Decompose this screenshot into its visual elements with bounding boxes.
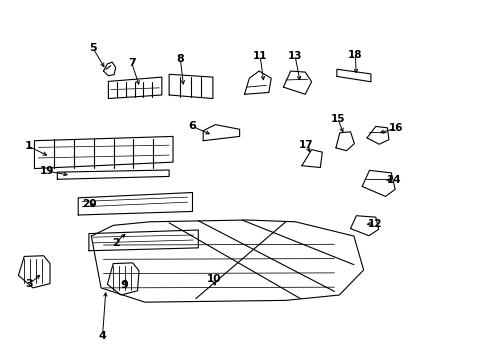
Text: 5: 5 — [89, 43, 97, 53]
Text: 10: 10 — [207, 274, 221, 284]
Text: 18: 18 — [347, 50, 362, 60]
Text: 11: 11 — [252, 51, 267, 61]
Text: 2: 2 — [112, 238, 119, 248]
Text: 9: 9 — [120, 280, 128, 291]
Text: 6: 6 — [188, 121, 196, 131]
Text: 14: 14 — [386, 175, 401, 185]
Text: 7: 7 — [127, 58, 135, 68]
Text: 8: 8 — [176, 54, 184, 64]
Text: 4: 4 — [99, 332, 106, 342]
Text: 13: 13 — [287, 51, 302, 61]
Text: 16: 16 — [388, 123, 403, 133]
Text: 19: 19 — [40, 166, 54, 176]
Text: 1: 1 — [24, 141, 32, 151]
Text: 3: 3 — [26, 279, 33, 289]
Text: 17: 17 — [298, 140, 313, 150]
Text: 12: 12 — [367, 219, 381, 229]
Text: 15: 15 — [330, 113, 345, 123]
Text: 20: 20 — [81, 199, 96, 209]
